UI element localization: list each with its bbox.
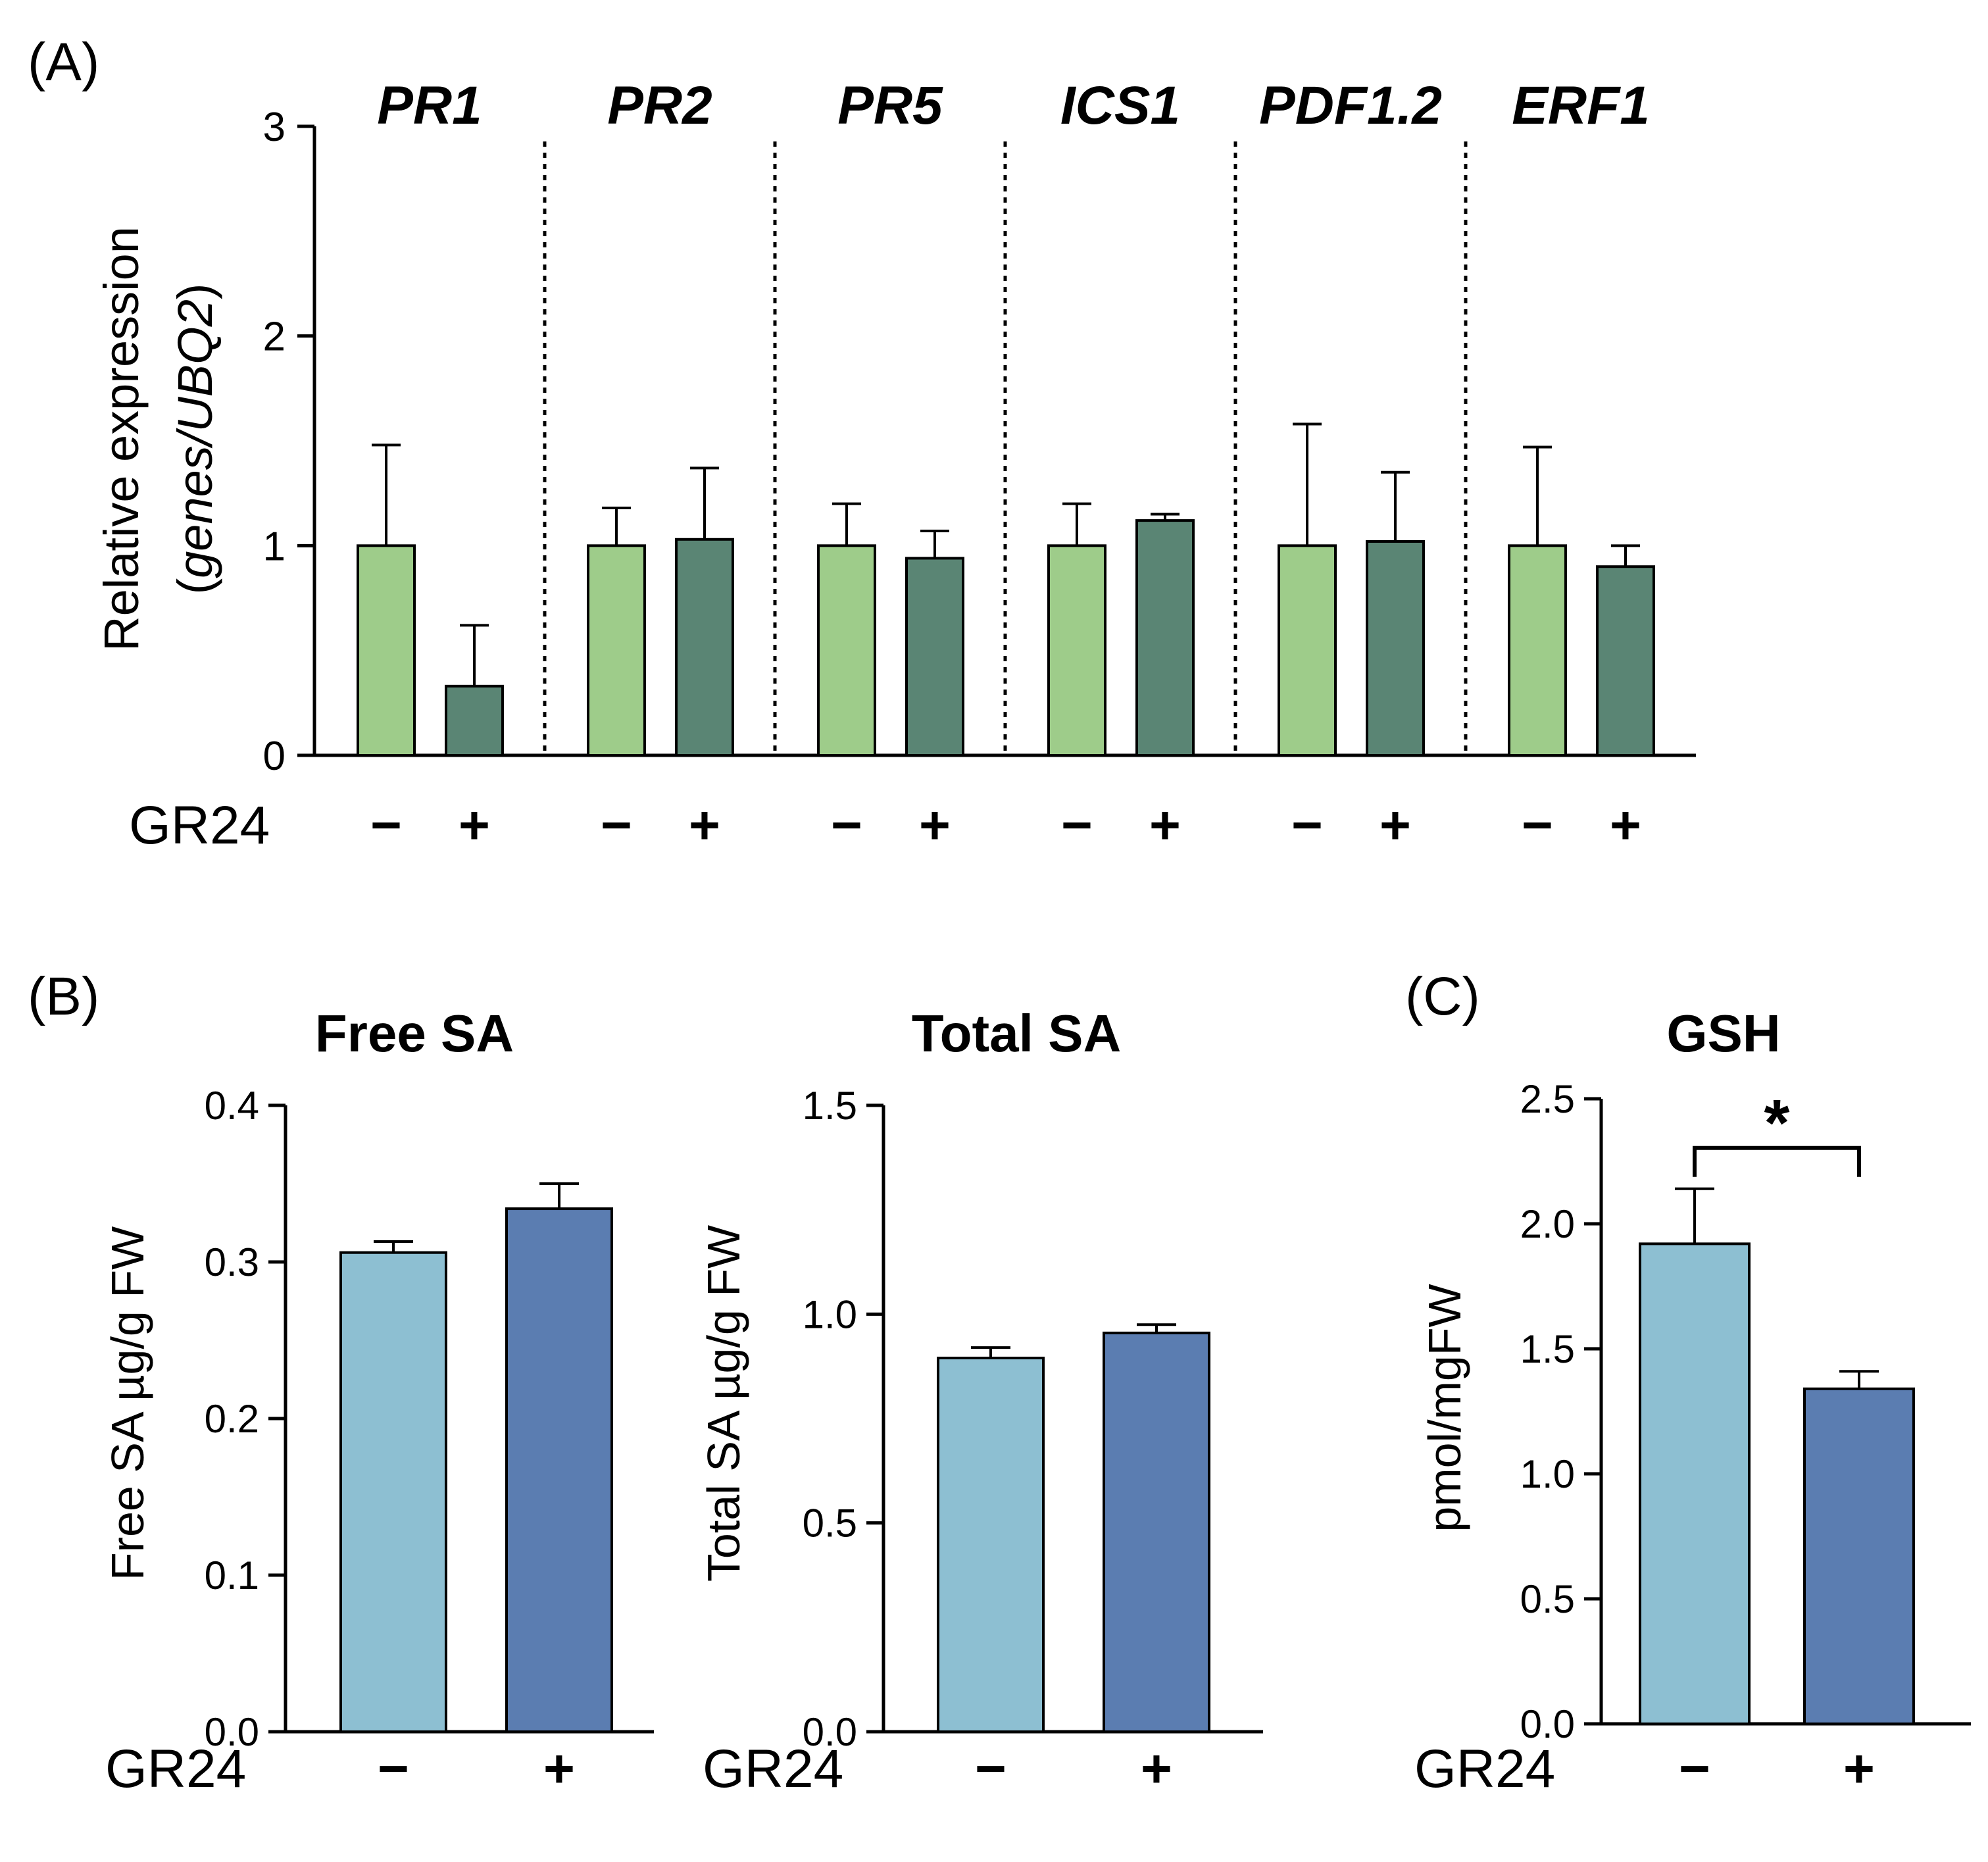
bar (1639, 1242, 1751, 1725)
bar (905, 557, 964, 757)
panel-a-y-tick-label: 1 (263, 524, 286, 569)
y-tick-label: 0.2 (205, 1397, 259, 1441)
treatment-sign: + (919, 795, 951, 855)
y-tick-label: 0.0 (205, 1710, 259, 1754)
total-sa-treatment-label: GR24 (703, 1739, 843, 1799)
total-sa-y-axis-label: Total SA µg/g FW (698, 1225, 749, 1582)
treatment-sign: − (1291, 795, 1323, 855)
y-tick-label: 2.0 (1520, 1202, 1575, 1246)
y-tick-label: 0.1 (205, 1553, 259, 1598)
y-tick-label: 1.0 (1520, 1452, 1575, 1496)
treatment-sign: − (378, 1739, 409, 1799)
bar (1135, 519, 1195, 757)
bar (587, 544, 646, 757)
treatment-sign: + (1141, 1739, 1172, 1799)
gsh-plot: 0.0 0.5 1.0 1.5 2.0 2.5 − + * (1520, 1077, 1971, 1799)
y-tick-label: 2.5 (1520, 1077, 1575, 1121)
bar (505, 1207, 613, 1733)
panel-b-label: (B) (28, 967, 99, 1026)
bar (1803, 1387, 1915, 1726)
y-tick-label: 1.5 (803, 1084, 857, 1128)
treatment-sign: + (1610, 795, 1641, 855)
treatment-sign: − (370, 795, 402, 855)
panel-a-label: (A) (28, 32, 99, 92)
gene-label: PR1 (377, 76, 482, 136)
gene-label: ICS1 (1060, 76, 1180, 136)
treatment-sign: − (1679, 1739, 1710, 1799)
treatment-sign: − (601, 795, 632, 855)
y-tick-label: 0.5 (803, 1501, 857, 1546)
bar (937, 1356, 1045, 1734)
treatment-sign: − (975, 1739, 1006, 1799)
bar (1103, 1331, 1210, 1733)
panel-b-total-sa: Total SA 0.0 0.5 1.0 1.5 − + Total SA µg/g FW… (698, 1004, 1263, 1799)
bar (675, 538, 734, 757)
treatment-sign: − (1061, 795, 1093, 855)
y-tick-label: 0.3 (205, 1240, 259, 1284)
treatment-sign: + (689, 795, 720, 855)
y-tick-label: 0.0 (1520, 1702, 1575, 1746)
panel-a-y-tick-label: 3 (263, 105, 286, 150)
panel-a-y-axis-label-line2: (genes/UBQ2) (168, 283, 222, 594)
gene-label: PR2 (607, 76, 712, 136)
y-tick-label: 0.0 (803, 1710, 857, 1754)
bar (1047, 544, 1106, 757)
gene-label: PR5 (837, 76, 943, 136)
y-tick-label: 0.5 (1520, 1577, 1575, 1621)
panel-a-y-tick-label: 0 (263, 734, 286, 779)
total-sa-title: Total SA (912, 1004, 1122, 1063)
free-sa-treatment-label: GR24 (105, 1739, 246, 1799)
bar (445, 684, 504, 757)
panel-c-gsh: (C) GSH 0.00.51.01.52.02.5− +* pmol/mgFW … (1405, 967, 1971, 1799)
treatment-sign: − (1522, 795, 1553, 855)
bar (1366, 540, 1425, 757)
panel-a-y-axis-label: Relative expression (94, 226, 149, 651)
bar (1508, 544, 1567, 757)
y-tick-label: 0.4 (205, 1084, 259, 1128)
treatment-sign: + (459, 795, 490, 855)
panel-c-label: (C) (1405, 967, 1480, 1026)
gene-label: PDF1.2 (1259, 76, 1442, 136)
panel-b-free-sa: (B) Free SA 0.0 0.1 0.2 0.3 0.4 − + Free SA µg… (28, 967, 654, 1799)
treatment-sign: + (1149, 795, 1181, 855)
bar (1278, 544, 1337, 757)
significance-star: * (1764, 1086, 1790, 1160)
significance-bracket (1693, 1145, 1861, 1177)
panel-a-treatment-label: GR24 (129, 795, 270, 855)
treatment-sign: − (831, 795, 862, 855)
free-sa-plot: 0.0 0.1 0.2 0.3 0.4 − + (205, 1084, 654, 1799)
gene-label: ERF1 (1512, 76, 1650, 136)
y-tick-label: 1.5 (1520, 1327, 1575, 1371)
bar (1596, 565, 1655, 757)
gsh-y-axis-label: pmol/mgFW (1419, 1284, 1470, 1532)
total-sa-plot: 0.0 0.5 1.0 1.5 − + (803, 1084, 1263, 1799)
bar (339, 1251, 447, 1733)
bar (357, 544, 416, 757)
panel-a-y-tick-label: 2 (263, 315, 286, 360)
treatment-sign: + (543, 1739, 575, 1799)
treatment-sign: + (1843, 1739, 1875, 1799)
bar (817, 544, 876, 757)
free-sa-title: Free SA (315, 1004, 514, 1063)
free-sa-y-axis-label: Free SA µg/g FW (102, 1226, 153, 1580)
gsh-treatment-label: GR24 (1414, 1739, 1555, 1799)
treatment-sign: + (1379, 795, 1411, 855)
y-tick-label: 1.0 (803, 1292, 857, 1336)
gsh-title: GSH (1666, 1004, 1780, 1063)
